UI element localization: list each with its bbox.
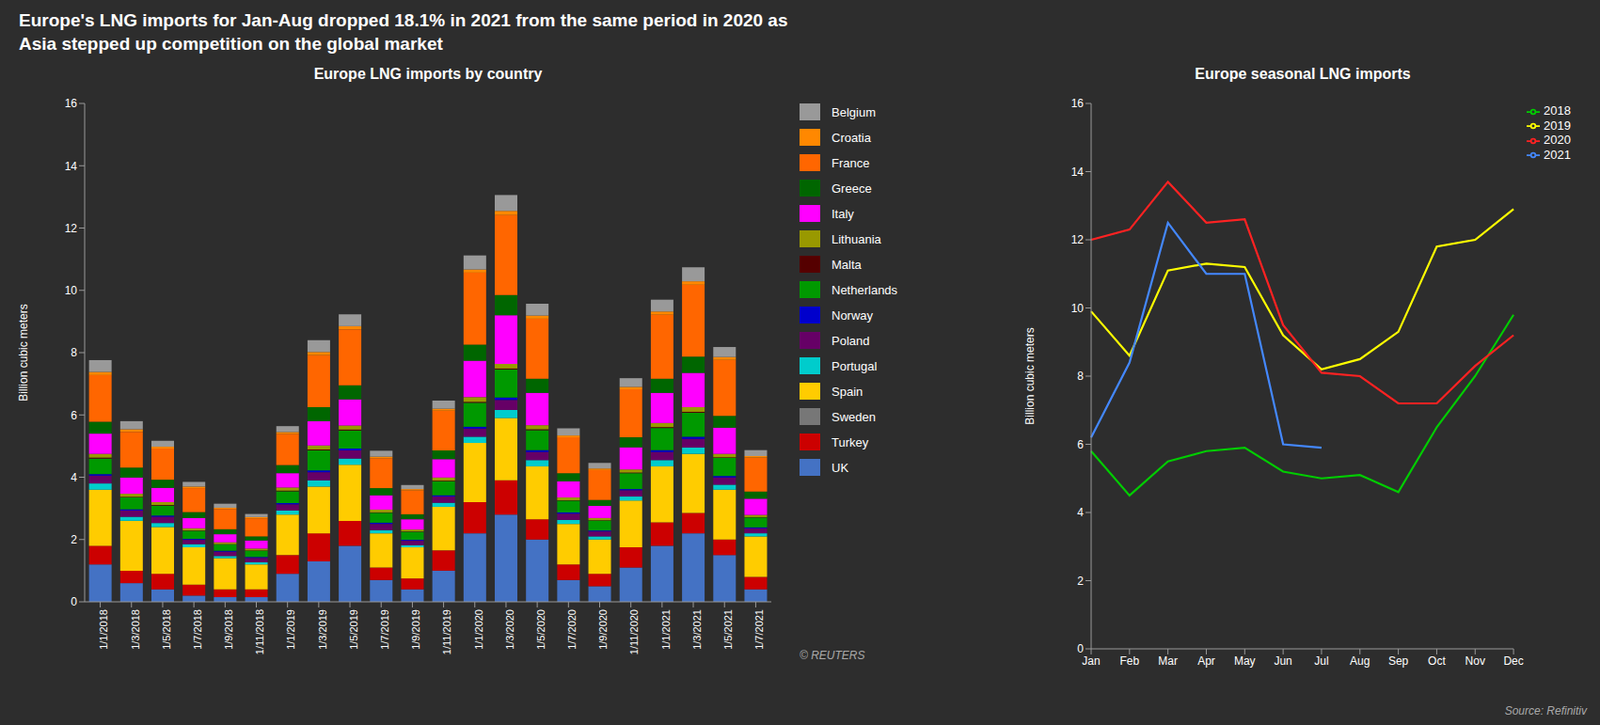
svg-text:Aug: Aug [1349, 654, 1370, 668]
svg-text:1/5/2020: 1/5/2020 [535, 609, 547, 650]
svg-text:Jun: Jun [1273, 654, 1292, 668]
svg-text:Sep: Sep [1388, 654, 1410, 668]
html-text:Europe LNG imports by country: Europe LNG imports by country [313, 65, 543, 82]
svg-text:4: 4 [70, 471, 78, 485]
svg-text:16: 16 [64, 96, 79, 111]
html-text:Turkey: Turkey [831, 435, 869, 450]
svg-text:14: 14 [1071, 165, 1085, 179]
svg-text:1/9/2020: 1/9/2020 [597, 609, 609, 650]
html-text:Source: Refinitiv: Source: Refinitiv [1504, 704, 1587, 718]
svg-text:8: 8 [1077, 369, 1084, 383]
svg-text:16: 16 [1071, 96, 1085, 111]
svg-text:10: 10 [1071, 301, 1085, 316]
svg-text:1/11/2018: 1/11/2018 [253, 609, 266, 655]
html-text:2018: 2018 [1543, 103, 1571, 118]
html-text:Norway: Norway [831, 308, 873, 323]
svg-text:14: 14 [64, 159, 79, 174]
svg-text:1/11/2020: 1/11/2020 [628, 609, 640, 655]
html-text:Europe's LNG imports for Jan-A: Europe's LNG imports for Jan-Aug dropped… [18, 10, 788, 54]
svg-text:1/1/2019: 1/1/2019 [285, 609, 297, 650]
svg-text:1/3/2019: 1/3/2019 [316, 609, 329, 650]
svg-text:1/7/2018: 1/7/2018 [191, 609, 204, 650]
svg-text:10: 10 [64, 284, 79, 298]
html-text:Greece: Greece [831, 181, 872, 196]
svg-text:1/7/2020: 1/7/2020 [566, 609, 578, 650]
svg-text:6: 6 [1077, 438, 1084, 452]
html-text:France: France [831, 155, 870, 170]
svg-text:2: 2 [70, 533, 78, 547]
svg-text:Billion cubic meters: Billion cubic meters [1023, 327, 1037, 425]
svg-text:8: 8 [70, 346, 78, 360]
html-text:2020: 2020 [1543, 132, 1571, 147]
svg-text:6: 6 [70, 409, 78, 423]
svg-text:Jan: Jan [1081, 654, 1100, 668]
html-text:Europe seasonal LNG imports: Europe seasonal LNG imports [1194, 65, 1411, 82]
html-text:Portugal: Portugal [831, 358, 878, 373]
html-text:Croatia: Croatia [831, 130, 871, 145]
svg-text:1/3/2021: 1/3/2021 [691, 609, 703, 650]
html-text:Italy: Italy [831, 206, 854, 221]
html-text:UK: UK [831, 460, 849, 475]
html-text:Netherlands: Netherlands [831, 282, 898, 297]
svg-text:1/5/2019: 1/5/2019 [348, 609, 360, 650]
svg-text:0: 0 [70, 595, 78, 609]
svg-text:Billion cubic meters: Billion cubic meters [16, 303, 31, 401]
svg-text:Jul: Jul [1314, 654, 1329, 668]
svg-text:1/5/2018: 1/5/2018 [160, 609, 173, 650]
svg-text:12: 12 [1071, 233, 1085, 247]
svg-text:1/1/2020: 1/1/2020 [473, 609, 485, 650]
svg-text:1/11/2019: 1/11/2019 [441, 609, 453, 655]
svg-text:12: 12 [64, 221, 79, 236]
svg-text:1/3/2018: 1/3/2018 [129, 609, 142, 650]
svg-text:1/7/2019: 1/7/2019 [379, 609, 391, 650]
html-text:2019: 2019 [1543, 118, 1571, 133]
html-text:Lithuania: Lithuania [831, 231, 882, 246]
svg-text:1/9/2019: 1/9/2019 [410, 609, 422, 650]
svg-text:1/1/2018: 1/1/2018 [97, 609, 110, 650]
svg-text:1/9/2018: 1/9/2018 [222, 609, 235, 650]
svg-text:0: 0 [1077, 642, 1084, 656]
svg-text:Nov: Nov [1465, 654, 1486, 668]
svg-text:1/3/2020: 1/3/2020 [504, 609, 516, 650]
svg-text:4: 4 [1077, 506, 1084, 520]
svg-text:1/7/2021: 1/7/2021 [753, 609, 765, 650]
html-text:2021: 2021 [1543, 147, 1571, 162]
svg-text:Apr: Apr [1197, 654, 1216, 668]
html-text:© REUTERS: © REUTERS [799, 649, 865, 663]
html-text:Spain: Spain [831, 384, 863, 399]
svg-text:Mar: Mar [1157, 654, 1178, 668]
html-text:Belgium: Belgium [831, 104, 876, 119]
svg-text:May: May [1234, 654, 1256, 668]
html-text:Malta: Malta [831, 257, 862, 272]
svg-text:1/1/2021: 1/1/2021 [660, 609, 672, 650]
html-text:Poland: Poland [831, 333, 870, 348]
html-text:Sweden: Sweden [831, 409, 876, 424]
svg-text:Oct: Oct [1427, 654, 1446, 668]
svg-text:1/5/2021: 1/5/2021 [722, 609, 734, 650]
svg-text:Dec: Dec [1503, 654, 1523, 668]
svg-text:Feb: Feb [1119, 654, 1140, 668]
svg-text:2: 2 [1077, 574, 1084, 588]
